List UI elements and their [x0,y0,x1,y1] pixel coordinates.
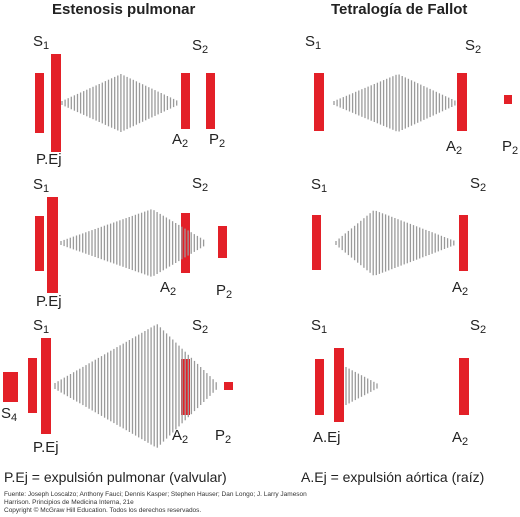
label-p2: P2 [216,282,233,301]
label-pulmonary-ejection: P.Ej [36,151,62,168]
bar-aortic-ejection [334,348,344,422]
label-a2: A2 [452,429,469,448]
label-s1: S1 [311,317,328,336]
legend-pulmonary-ejection: P.Ej = expulsión pulmonar (valvular) [4,469,227,485]
label-s2: S2 [465,37,482,56]
bar-a2 [459,358,469,415]
label-p2: P2 [215,427,232,446]
bar-s1 [28,358,37,413]
bar-s1 [312,215,321,270]
murmur-diamond [61,74,178,132]
label-s2: S2 [192,37,209,56]
label-s1: S1 [305,33,322,52]
label-s1: S1 [33,33,50,52]
label-s2: S2 [470,175,487,194]
label-s2: S2 [192,317,209,336]
label-a2: A2 [452,279,469,298]
murmur-diamond [54,324,217,448]
title-tetralogy-of-fallot: Tetralogía de Fallot [331,1,468,18]
label-p2: P2 [502,138,519,157]
bar-p2 [206,73,215,129]
bar-pulmonary-ejection [47,197,58,293]
label-a2: A2 [172,131,189,150]
label-aortic-ejection: A.Ej [313,429,341,446]
murmur-diamond [333,74,456,132]
murmur-shapes [54,74,456,448]
bar-s1 [35,73,44,133]
bar-s1 [35,216,44,271]
legend-aortic-ejection: A.Ej = expulsión aórtica (raíz) [301,469,485,485]
murmur-diamond [60,209,205,277]
bar-a2 [459,215,468,271]
bar-s1 [314,73,324,131]
label-s4: S4 [1,405,18,424]
label-pulmonary-ejection: P.Ej [36,293,62,310]
murmur-diamond [335,210,455,276]
label-a2: A2 [446,138,463,157]
bar-s1 [315,359,324,415]
label-s2: S2 [470,317,487,336]
bar-p2 [504,95,512,104]
label-p2: P2 [209,131,226,150]
bar-pulmonary-ejection [41,338,51,434]
bar-s4 [3,372,18,402]
bar-p2 [218,226,227,258]
label-s2: S2 [192,175,209,194]
label-pulmonary-ejection: P.Ej [33,439,59,456]
bar-pulmonary-ejection [51,54,61,152]
copyright-line: Copyright © McGraw Hill Education. Todos… [4,507,202,514]
bar-p2 [224,382,233,390]
bar-a2 [457,73,467,131]
label-s1: S1 [33,176,50,195]
murmur-decrescendo [345,367,378,405]
label-a2: A2 [172,427,189,446]
label-s1: S1 [311,176,328,195]
bar-a2 [181,73,190,129]
title-pulmonary-stenosis: Estenosis pulmonar [52,1,196,18]
label-s1: S1 [33,317,50,336]
source-credit-line: Fuente: Joseph Loscalzo; Anthony Fauci; … [4,491,307,498]
source-credit-line: Harrison. Principios de Medicina Interna… [4,499,134,506]
label-a2: A2 [160,279,177,298]
